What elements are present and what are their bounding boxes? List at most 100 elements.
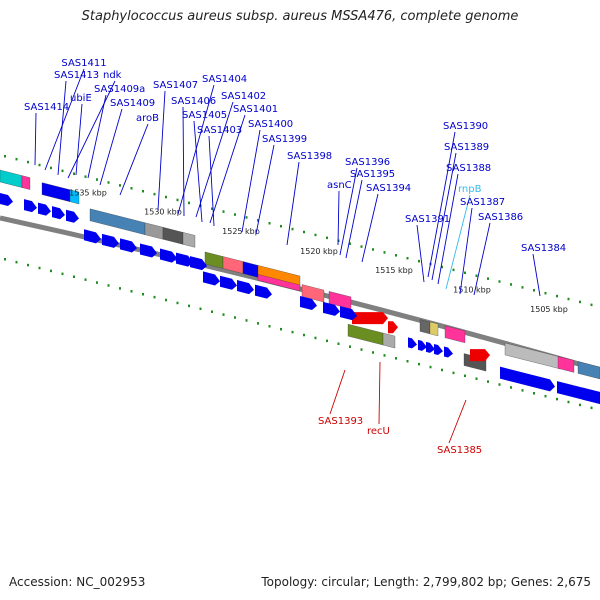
tick-mark	[153, 295, 156, 299]
gene-label[interactable]: SAS1406	[171, 96, 216, 107]
forward-gene-arrow	[323, 301, 340, 316]
gene-label[interactable]: SAS1386	[478, 212, 523, 223]
tick-mark	[96, 178, 98, 181]
forward-gene-arrow	[444, 346, 453, 358]
gene-label[interactable]: SAS1413	[54, 70, 99, 81]
gene-label[interactable]: SAS1394	[366, 183, 411, 194]
gene-label[interactable]: ndk	[103, 70, 122, 81]
tick-mark	[510, 283, 512, 286]
tick-mark	[38, 266, 41, 270]
tick-mark	[107, 284, 110, 287]
gene-label[interactable]: SAS1409	[110, 98, 155, 109]
tick-mark	[4, 155, 6, 158]
gene-features	[0, 169, 600, 405]
tick-mark	[211, 207, 213, 210]
gene-label-leader	[241, 129, 261, 233]
gene-feature	[41, 182, 71, 202]
forward-gene-arrow	[84, 229, 101, 244]
tick-mark	[544, 394, 547, 398]
forward-gene-arrow	[340, 306, 357, 321]
gene-label[interactable]: SAS1409a	[94, 84, 145, 95]
tick-mark	[360, 348, 363, 351]
gene-label[interactable]: SAS1399	[262, 134, 307, 145]
forward-gene-arrow	[220, 275, 237, 290]
forward-gene-arrow	[120, 238, 137, 253]
gene-label[interactable]: SAS1387	[460, 197, 505, 208]
tick-mark	[521, 389, 524, 392]
gene-label[interactable]: SAS1402	[221, 91, 266, 102]
gene-label[interactable]: SAS1385	[437, 445, 482, 456]
gene-label-leader	[337, 190, 340, 246]
gene-feature	[444, 325, 466, 343]
gene-label-leader	[193, 120, 203, 223]
gene-label[interactable]: SAS1390	[443, 121, 488, 132]
gene-label[interactable]: SAS1400	[248, 119, 293, 130]
tick-mark	[165, 298, 167, 302]
tick-mark	[268, 325, 271, 328]
gene-label-leader	[445, 194, 471, 290]
tick-mark	[130, 187, 133, 190]
gene-label-leader	[416, 224, 425, 283]
gene-label[interactable]: SAS1389	[444, 142, 489, 153]
gene-label[interactable]: rnpB	[458, 184, 482, 195]
forward-gene-arrow	[500, 366, 555, 392]
outer-tick-row	[4, 155, 593, 307]
gene-label[interactable]: SAS1396	[345, 157, 390, 168]
gene-feature	[382, 332, 396, 349]
gene-label[interactable]: SAS1411	[61, 58, 106, 69]
gene-label-leader	[431, 152, 457, 281]
gene-label[interactable]: SAS1403	[197, 125, 242, 136]
tick-mark	[50, 166, 52, 170]
gene-label-leader	[255, 144, 275, 235]
tick-mark	[556, 397, 558, 401]
forward-gene-arrow	[140, 243, 157, 258]
gene-label-leader	[44, 68, 85, 171]
gene-label[interactable]: SAS1404	[202, 74, 247, 85]
gene-label[interactable]: SAS1407	[153, 80, 198, 91]
gene-feature	[504, 342, 561, 370]
gene-label[interactable]: SAS1401	[233, 104, 278, 115]
gene-label[interactable]: ubiE	[70, 93, 92, 104]
reverse-gene-arrow	[352, 312, 388, 325]
scale-tick-label: 1505 kbp	[530, 305, 568, 314]
gene-feature	[577, 361, 600, 380]
gene-label[interactable]: SAS1393	[318, 416, 363, 427]
gene-label[interactable]: SAS1405	[182, 110, 227, 121]
gene-label[interactable]: SAS1391	[405, 214, 450, 225]
gene-feature	[0, 169, 23, 188]
gene-label[interactable]: aroB	[136, 113, 159, 124]
gene-label[interactable]: SAS1414	[24, 102, 69, 113]
gene-feature	[557, 356, 575, 373]
tick-mark	[291, 227, 294, 231]
tick-mark	[349, 242, 351, 245]
tick-mark	[521, 286, 524, 289]
gene-label-leader	[378, 361, 381, 425]
tick-mark	[84, 278, 87, 281]
tick-mark	[487, 277, 489, 280]
tick-mark	[188, 201, 190, 205]
gene-feature	[257, 274, 301, 292]
tick-mark	[96, 281, 98, 284]
tick-mark	[61, 272, 64, 276]
gene-label[interactable]: recU	[367, 426, 390, 437]
forward-gene-arrow	[176, 252, 193, 267]
gene-label-leader	[329, 369, 346, 415]
tick-mark	[590, 406, 593, 410]
gene-label[interactable]: SAS1388	[446, 163, 491, 174]
gene-label-leader	[75, 103, 83, 176]
gene-label[interactable]: SAS1398	[287, 151, 332, 162]
tick-mark	[498, 280, 501, 283]
forward-gene-arrow	[52, 206, 65, 220]
gene-label[interactable]: SAS1395	[350, 169, 395, 180]
gene-label-leader	[339, 167, 358, 256]
page-title: Staphylococcus aureus subsp. aureus MSSA…	[81, 9, 519, 24]
gene-label[interactable]: SAS1384	[521, 243, 566, 254]
tick-mark	[464, 374, 466, 378]
tick-mark	[533, 289, 535, 292]
forward-gene-arrow	[66, 209, 79, 223]
gene-label[interactable]: asnC	[327, 180, 352, 191]
tick-mark	[165, 195, 167, 199]
accession-text: Accession: NC_002953	[9, 575, 146, 589]
gene-label-leader	[34, 112, 37, 166]
gene-label-leader	[361, 193, 379, 263]
